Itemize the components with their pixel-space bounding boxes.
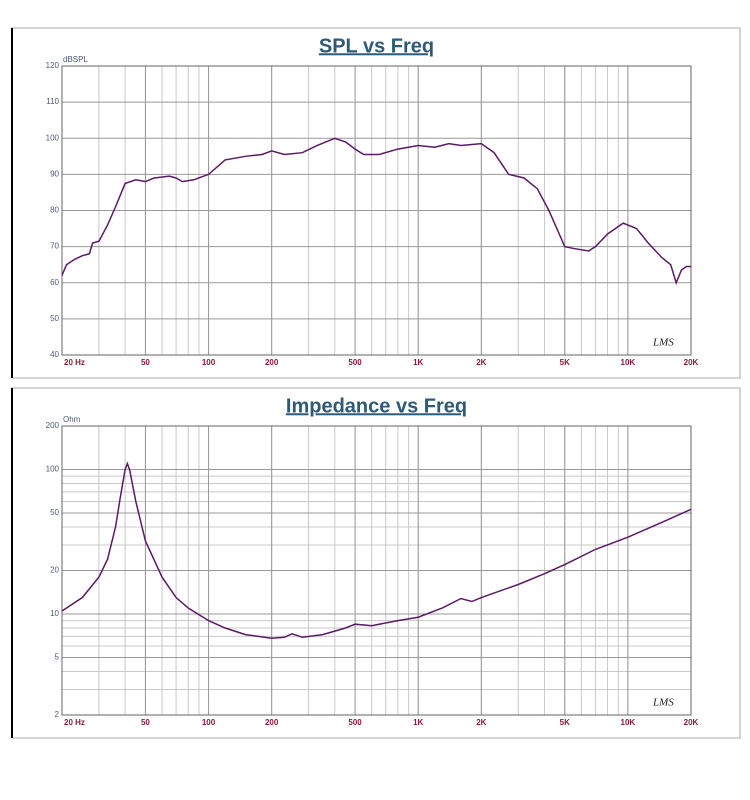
x-tick-label: 500 <box>348 718 362 727</box>
y-axis-label: Ohm <box>63 415 81 424</box>
y-tick-label: 50 <box>50 508 59 517</box>
x-tick-label: 1K <box>413 718 423 727</box>
y-tick-label: 60 <box>50 278 59 287</box>
y-tick-label: 100 <box>46 465 60 474</box>
y-tick-label: 200 <box>46 421 60 430</box>
x-tick-label: 100 <box>202 358 216 367</box>
y-tick-label: 5 <box>55 653 60 662</box>
x-tick-label: 500 <box>348 358 362 367</box>
x-tick-label: 20K <box>684 358 699 367</box>
y-tick-label: 10 <box>50 609 59 618</box>
x-tick-label: 10K <box>621 358 636 367</box>
annotation: LMS <box>652 697 674 709</box>
x-tick-label: 50 <box>141 358 150 367</box>
y-tick-label: 90 <box>50 169 59 178</box>
x-tick-label: 20 Hz <box>64 718 85 727</box>
x-tick-label: 100 <box>202 718 216 727</box>
y-tick-label: 40 <box>50 350 59 359</box>
y-tick-label: 70 <box>50 242 59 251</box>
y-tick-label: 50 <box>50 314 59 323</box>
x-tick-label: 1K <box>413 358 423 367</box>
x-tick-label: 20K <box>684 718 699 727</box>
data-line <box>61 137 691 285</box>
x-tick-label: 2K <box>476 358 486 367</box>
panel <box>11 27 741 379</box>
y-tick-label: 120 <box>46 61 60 70</box>
x-tick-label: 2K <box>476 718 486 727</box>
y-tick-label: 2 <box>55 710 60 719</box>
x-tick-label: 200 <box>265 718 279 727</box>
panel <box>11 387 741 739</box>
y-tick-label: 80 <box>50 206 59 215</box>
chart-title: Impedance vs Freq <box>286 395 467 417</box>
y-axis-label: dBSPL <box>63 55 88 64</box>
x-tick-label: 20 Hz <box>64 358 85 367</box>
plot-frame <box>61 425 692 716</box>
x-tick-label: 5K <box>560 718 570 727</box>
x-tick-label: 5K <box>560 358 570 367</box>
data-line <box>61 461 692 639</box>
x-tick-label: 200 <box>265 358 279 367</box>
y-tick-label: 20 <box>50 566 59 575</box>
x-tick-label: 50 <box>141 718 150 727</box>
y-tick-label: 110 <box>46 97 59 106</box>
plot-frame <box>61 65 692 356</box>
y-tick-label: 100 <box>46 133 60 142</box>
chart-title: SPL vs Freq <box>319 35 434 57</box>
x-tick-label: 10K <box>621 718 636 727</box>
annotation: LMS <box>652 337 674 349</box>
